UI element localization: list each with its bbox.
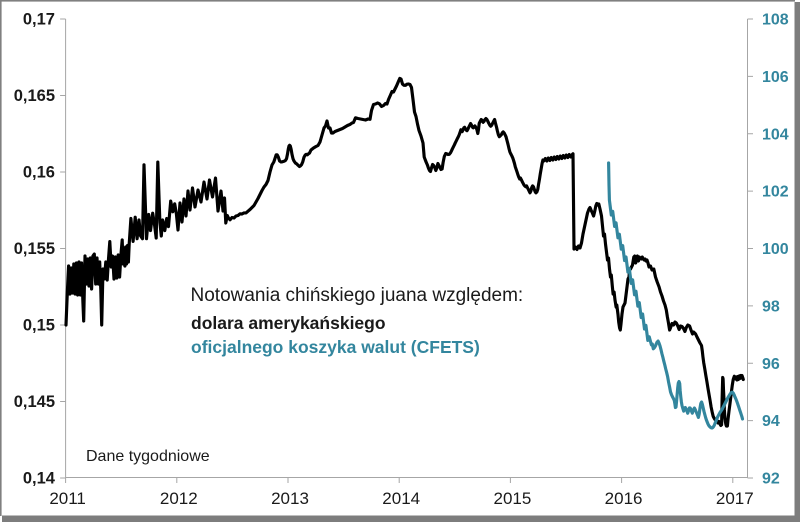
svg-text:2015: 2015: [493, 489, 531, 508]
svg-text:0,14: 0,14: [23, 470, 56, 488]
svg-text:94: 94: [762, 413, 780, 430]
svg-text:2017: 2017: [716, 489, 754, 508]
svg-text:2011: 2011: [49, 489, 86, 508]
svg-text:oficjalnego koszyka walut (CFE: oficjalnego koszyka walut (CFETS): [191, 337, 480, 357]
svg-text:98: 98: [762, 298, 780, 315]
svg-text:dolara amerykańskiego: dolara amerykańskiego: [191, 313, 386, 333]
svg-text:106: 106: [762, 69, 789, 86]
svg-text:2012: 2012: [160, 489, 198, 508]
svg-text:0,155: 0,155: [14, 240, 55, 258]
svg-text:0,15: 0,15: [23, 317, 55, 335]
svg-text:2014: 2014: [382, 489, 420, 508]
svg-text:96: 96: [762, 356, 780, 373]
svg-text:0,165: 0,165: [14, 87, 55, 105]
svg-text:108: 108: [762, 12, 789, 29]
svg-text:0,145: 0,145: [14, 393, 55, 411]
svg-text:2016: 2016: [605, 489, 643, 508]
svg-text:0,17: 0,17: [23, 11, 55, 29]
svg-text:92: 92: [762, 471, 780, 488]
svg-text:Dane tygodniowe: Dane tygodniowe: [86, 448, 210, 465]
svg-text:Notowania chińskiego juana wzg: Notowania chińskiego juana względem:: [191, 285, 524, 306]
svg-text:102: 102: [762, 184, 789, 201]
svg-text:104: 104: [762, 126, 789, 143]
svg-text:2013: 2013: [271, 489, 309, 508]
svg-text:100: 100: [762, 241, 789, 258]
svg-text:0,16: 0,16: [23, 164, 55, 182]
